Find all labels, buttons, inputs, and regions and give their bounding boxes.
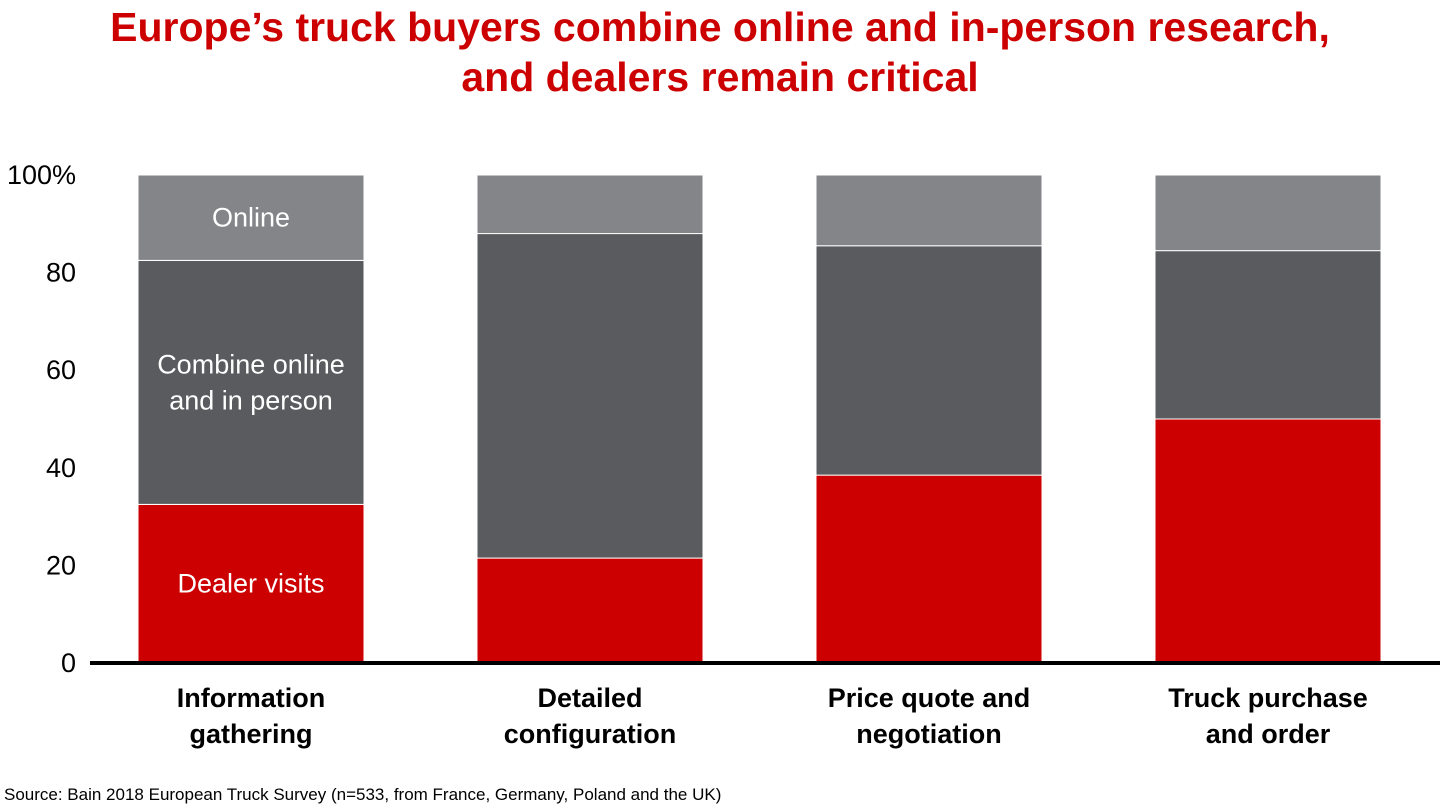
x-tick-label-price-quote-and-negotiation-line-2: negotiation (856, 719, 1001, 749)
chart-title-line-2: and dealers remain critical (461, 54, 979, 100)
stacked-bar-chart: Dealer visits Combine online and in person… (7, 160, 1440, 749)
x-tick-label-truck-purchase-and-order-line-2: and order (1206, 719, 1331, 749)
y-axis-ticks: 0 20 40 60 80 100% (7, 160, 76, 678)
bar-segment-dealer-visits-information-gathering (137, 503, 365, 664)
bar-segment-online-truck-purchase-and-order (1154, 174, 1382, 252)
chart-title: Europe’s truck buyers combine online and… (0, 2, 1440, 102)
x-tick-label-detailed-configuration-line-2: configuration (504, 719, 676, 749)
bar-segment-combine-online-and-in-person-detailed-configuration (476, 233, 704, 559)
x-tick-label-price-quote-and-negotiation-line-1: Price quote and (828, 683, 1031, 713)
bar-segment-combine-online-and-in-person-information-gathering (137, 259, 365, 505)
x-tick-label-detailed-configuration-line-1: Detailed (537, 683, 642, 713)
bar-segment-dealer-visits-detailed-configuration (476, 557, 704, 664)
bar-segment-dealer-visits-price-quote-and-negotiation (815, 474, 1043, 664)
y-tick-label-100: 100% (7, 160, 76, 190)
bar-segment-combine-online-and-in-person-truck-purchase-and-order (1154, 250, 1382, 420)
bar-segment-online-price-quote-and-negotiation (815, 174, 1043, 247)
segment-labels-layer: Dealer visits Combine online and in person… (157, 203, 345, 599)
y-tick-label-80: 80 (46, 258, 76, 288)
segment-label-online-line-1: Online (212, 203, 290, 233)
x-tick-label-truck-purchase-and-order-line-1: Truck purchase (1168, 683, 1368, 713)
bar-segment-dealer-visits-truck-purchase-and-order (1154, 418, 1382, 664)
y-tick-label-20: 20 (46, 550, 76, 580)
source-note: Source: Bain 2018 European Truck Survey … (4, 785, 722, 804)
y-tick-label-60: 60 (46, 355, 76, 385)
bar-segment-online-information-gathering (137, 174, 365, 261)
chart-title-line-1: Europe’s truck buyers combine online and… (110, 4, 1330, 50)
y-tick-label-0: 0 (61, 648, 76, 678)
y-tick-label-40: 40 (46, 453, 76, 483)
segment-label-dealer-visits-line-1: Dealer visits (177, 569, 324, 599)
x-tick-label-information-gathering-line-1: Information (177, 683, 326, 713)
bar-segment-combine-online-and-in-person-price-quote-and-negotiation (815, 245, 1043, 476)
x-axis-category-labels: Information gathering Detailed configuratio… (177, 683, 1368, 749)
segment-label-combine-online-and-in-person-line-2: and in person (169, 385, 333, 415)
bar-segment-online-detailed-configuration (476, 174, 704, 235)
bars-layer (137, 174, 1382, 664)
x-tick-label-information-gathering-line-2: gathering (189, 719, 312, 749)
segment-label-combine-online-and-in-person-line-1: Combine online (157, 349, 345, 379)
